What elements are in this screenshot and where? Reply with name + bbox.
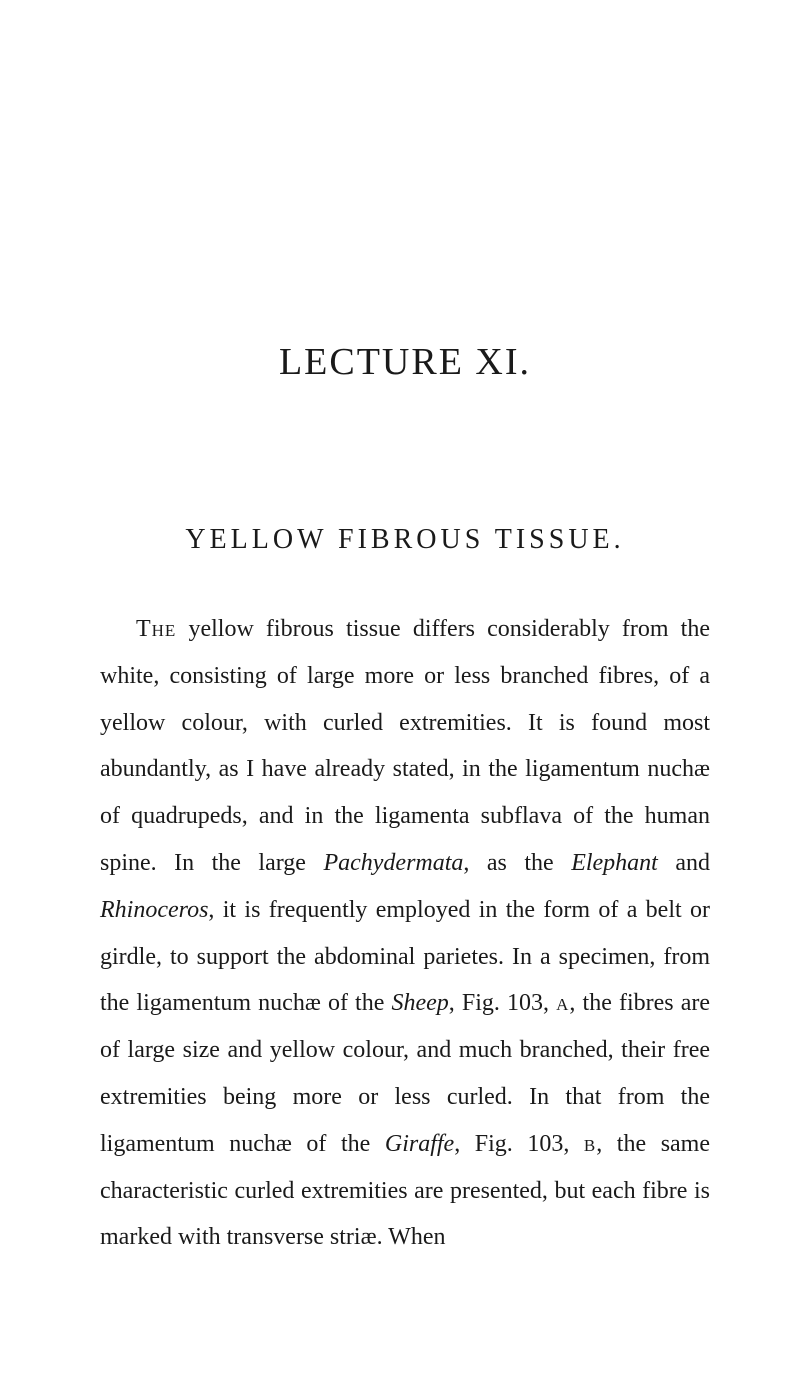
body-paragraph: The yellow fibrous tissue differs consid… bbox=[100, 606, 710, 1261]
italic-term: Giraffe bbox=[385, 1131, 454, 1157]
italic-term: Elephant bbox=[571, 850, 658, 876]
italic-term: Sheep bbox=[391, 990, 448, 1016]
paragraph-lead: The bbox=[136, 616, 176, 642]
italic-term: Rhinoceros bbox=[100, 897, 208, 923]
body-text-segment: and bbox=[658, 850, 710, 876]
section-title: YELLOW FIBROUS TISSUE. bbox=[100, 524, 710, 556]
italic-term: Pachydermata bbox=[323, 850, 463, 876]
figure-label: b bbox=[584, 1131, 596, 1157]
body-text-segment: , Fig. 103, bbox=[454, 1131, 584, 1157]
body-text-segment: , Fig. 103, bbox=[449, 990, 556, 1016]
body-text-segment: yellow fibrous tissue differs considerab… bbox=[100, 616, 710, 876]
body-text-segment: , as the bbox=[463, 850, 571, 876]
figure-label: a bbox=[556, 990, 569, 1016]
lecture-title: LECTURE XI. bbox=[100, 340, 710, 384]
